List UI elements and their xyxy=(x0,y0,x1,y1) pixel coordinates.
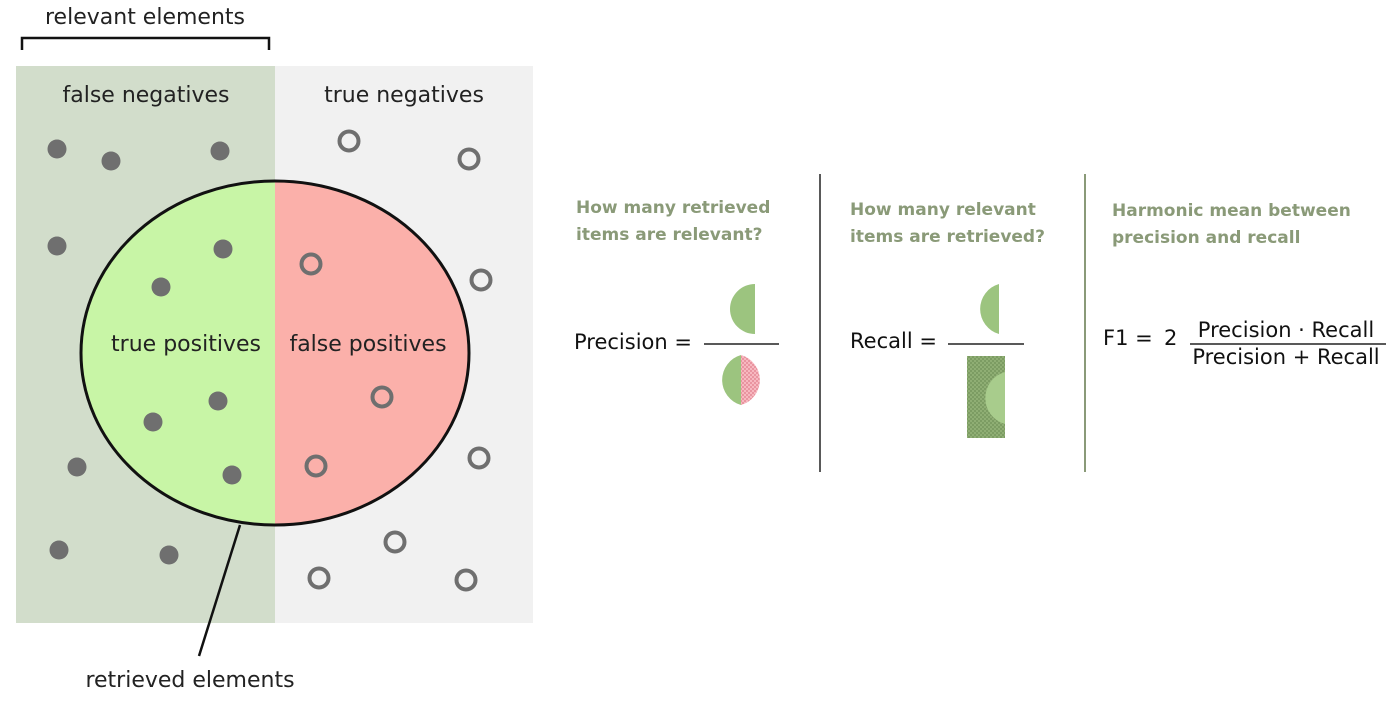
relevant-dots xyxy=(47,139,242,565)
precision-label: Precision = xyxy=(574,330,692,354)
true-positives-label: true positives xyxy=(111,332,261,357)
f1-label: F1 = xyxy=(1103,326,1153,350)
f1-numerator: Precision · Recall xyxy=(1198,318,1374,342)
irrelevant-dot xyxy=(307,566,331,590)
recall-label: Recall = xyxy=(850,329,937,353)
relevant-dot xyxy=(222,465,242,485)
irrelevant-dot xyxy=(383,530,407,554)
f1-question-line1: Harmonic mean between xyxy=(1112,201,1351,221)
precision-question-line2: items are relevant? xyxy=(576,225,762,245)
true-negatives-label: true negatives xyxy=(324,83,484,108)
f1-denominator: Precision + Recall xyxy=(1192,345,1379,369)
precision-denominator-green-icon xyxy=(722,355,741,405)
retrieved-ellipse xyxy=(79,179,471,527)
recall-denominator-half-icon xyxy=(985,372,1005,424)
recall-numerator-icon xyxy=(980,284,999,334)
precision-numerator-icon xyxy=(730,284,755,334)
relevant-dot xyxy=(210,141,230,161)
false-negatives-label: false negatives xyxy=(62,83,229,108)
false-positives-label: false positives xyxy=(289,332,446,357)
retrieved-elements-label: retrieved elements xyxy=(85,668,294,693)
recall-fraction xyxy=(948,284,1024,438)
irrelevant-dot xyxy=(457,147,481,171)
f1-factor: 2 xyxy=(1164,326,1177,350)
relevant-dot xyxy=(159,545,179,565)
relevant-dot xyxy=(49,540,69,560)
f1-question-line2: precision and recall xyxy=(1112,228,1300,248)
relevant-dot xyxy=(208,391,228,411)
relevant-dot xyxy=(47,139,67,159)
irrelevant-dot xyxy=(304,454,328,478)
relevant-dot xyxy=(67,457,87,477)
irrelevant-dot xyxy=(467,446,491,470)
irrelevant-dot xyxy=(337,129,361,153)
precision-fraction xyxy=(704,284,779,405)
relevant-bracket xyxy=(20,36,271,50)
irrelevant-dots xyxy=(299,129,493,592)
relevant-dot xyxy=(143,412,163,432)
irrelevant-dot xyxy=(454,568,478,592)
retrieved-pointer xyxy=(197,524,242,657)
irrelevant-dot xyxy=(299,252,323,276)
irrelevant-dot xyxy=(469,268,493,292)
irrelevant-dot xyxy=(370,385,394,409)
relevant-dot xyxy=(101,151,121,171)
precision-denominator-red-icon xyxy=(741,355,760,405)
recall-question-line2: items are retrieved? xyxy=(850,227,1045,247)
recall-question-line1: How many relevant xyxy=(850,200,1036,220)
relevant-dot xyxy=(151,277,171,297)
relevant-dot xyxy=(213,239,233,259)
precision-question-line1: How many retrieved xyxy=(576,198,770,218)
false-positives-region xyxy=(275,181,469,525)
relevant-elements-label: relevant elements xyxy=(45,5,245,30)
relevant-dot xyxy=(47,236,67,256)
true-positives-region xyxy=(81,181,275,525)
